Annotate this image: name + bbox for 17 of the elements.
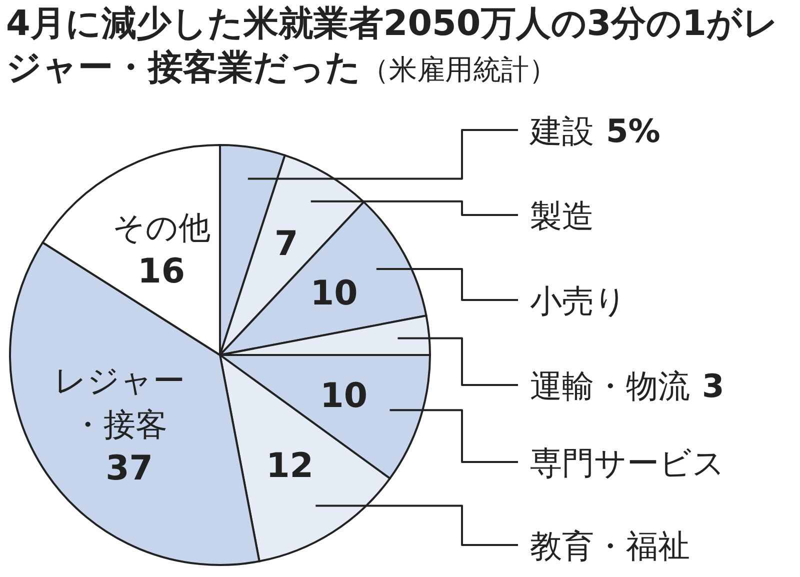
slice-label: その他 xyxy=(112,208,210,246)
data-label: 10 xyxy=(320,376,368,416)
slice-label: 製造 xyxy=(530,197,594,235)
data-label: 5% xyxy=(606,112,660,150)
data-label: 16 xyxy=(138,251,185,292)
data-label: 37 xyxy=(106,448,153,488)
data-label: 10 xyxy=(310,273,358,314)
data-label: 7 xyxy=(274,224,298,264)
data-label: 3 xyxy=(702,367,724,405)
slice-label: レジャー・接客 xyxy=(54,361,185,444)
slice-label: 小売り xyxy=(530,282,627,320)
slice-label: 建設 xyxy=(530,112,594,150)
slice-label: 教育・福祉 xyxy=(530,527,690,565)
chart-subtitle: （米雇用統計） xyxy=(361,53,557,86)
slice-label: 運輸・物流 xyxy=(530,367,690,405)
data-label: 12 xyxy=(266,446,314,486)
slice-label: 専門サービス xyxy=(530,444,725,482)
